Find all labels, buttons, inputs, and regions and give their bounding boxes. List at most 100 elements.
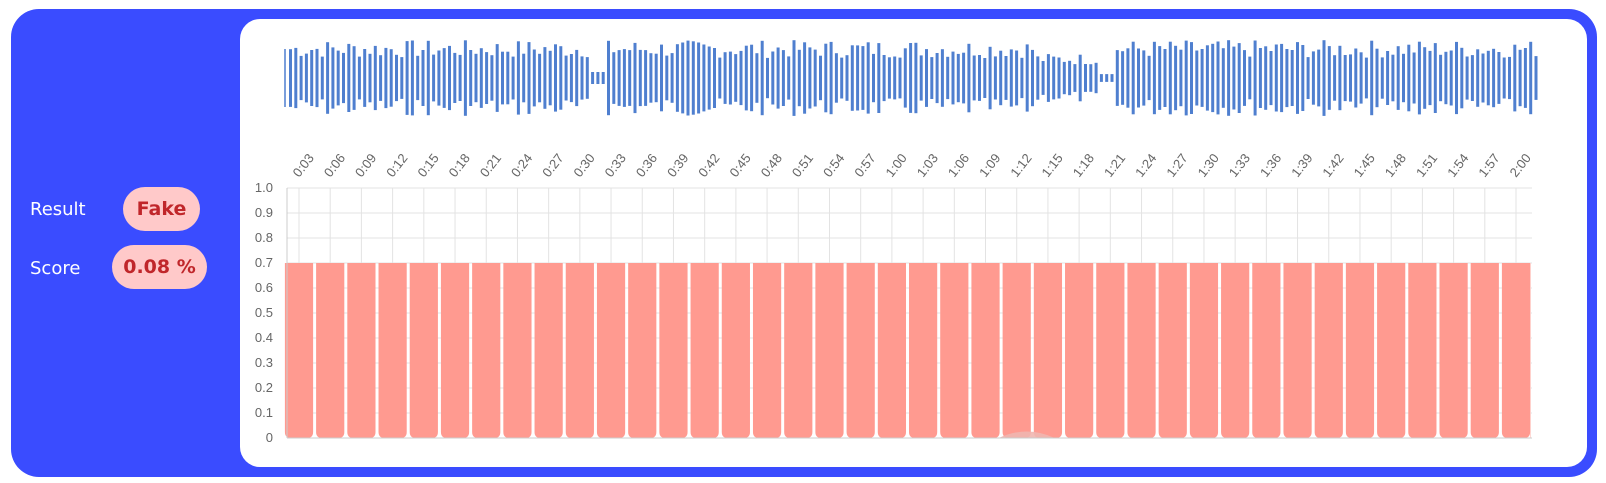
y-tick-label: 0.9 <box>255 205 273 220</box>
waveform-bar <box>649 53 653 103</box>
waveform-bar <box>463 40 467 116</box>
waveform-bar <box>1237 43 1241 113</box>
waveform-bar <box>389 49 393 107</box>
waveform-bar <box>1264 46 1268 110</box>
result-label: Result <box>30 199 86 220</box>
waveform-bar <box>813 49 817 107</box>
waveform-bar <box>978 55 981 101</box>
score-bar <box>1221 263 1250 438</box>
score-bar <box>1314 263 1343 438</box>
waveform-bar <box>320 56 324 100</box>
waveform-bar <box>1439 54 1443 102</box>
waveform-bar <box>1296 42 1299 114</box>
score-bar <box>378 263 407 438</box>
x-tick-label: 1:36 <box>1257 151 1284 180</box>
waveform-bar <box>352 46 356 110</box>
waveform-bar <box>1248 56 1252 100</box>
waveform-bar <box>1380 57 1384 99</box>
waveform-bar <box>925 49 928 107</box>
waveform-bar <box>840 57 844 99</box>
waveform-bar <box>660 44 663 112</box>
waveform-bar <box>967 43 971 113</box>
score-bar <box>440 263 470 438</box>
waveform-bar <box>1258 48 1262 108</box>
x-tick-label: 1:39 <box>1288 151 1315 180</box>
score-bar <box>1408 263 1437 438</box>
waveform-bar <box>951 51 955 105</box>
waveform-bar <box>1444 51 1448 105</box>
waveform-bar <box>1253 40 1257 116</box>
waveform-bar <box>299 55 303 101</box>
waveform-bar <box>1126 48 1130 108</box>
x-tick-label: 0:33 <box>602 151 629 180</box>
x-tick-label: 1:09 <box>976 151 1003 180</box>
x-tick-label: 1:30 <box>1194 151 1221 180</box>
waveform-bar <box>479 48 483 108</box>
waveform-bar <box>410 40 414 116</box>
waveform-bar <box>829 41 833 115</box>
waveform-bar <box>903 48 907 108</box>
score-bar <box>284 263 314 438</box>
waveform-bar <box>1412 52 1416 104</box>
waveform-bar <box>1433 43 1437 113</box>
score-bar <box>503 263 532 438</box>
x-tick-label: 1:33 <box>1226 151 1253 180</box>
score-bar <box>565 263 594 438</box>
waveform-bar <box>310 50 314 106</box>
x-tick-label: 0:18 <box>446 151 473 180</box>
waveform-bar <box>898 57 902 99</box>
score-bar <box>971 263 1000 438</box>
waveform-bar <box>1232 46 1236 110</box>
waveform-bar <box>797 49 801 107</box>
waveform-bar <box>1386 51 1390 105</box>
waveform-bar <box>691 41 695 115</box>
result-sidebar: Result Fake Score 0.08 % <box>11 9 243 477</box>
x-tick-label: 0:45 <box>726 151 753 180</box>
waveform-bar <box>787 56 791 100</box>
waveform-bar <box>909 43 913 113</box>
waveform-bar <box>501 51 504 105</box>
score-timeline-chart: 00.10.20.30.40.50.60.70.80.91.00:03 0:06 0… <box>255 151 1534 445</box>
score-bar <box>1345 263 1375 438</box>
score-bar <box>596 263 626 438</box>
score-bar <box>846 263 875 438</box>
x-tick-label: 1:48 <box>1382 151 1409 180</box>
waveform-bar <box>442 48 446 108</box>
score-label: Score <box>30 258 81 279</box>
waveform-bar <box>1221 48 1225 108</box>
waveform-bar <box>1216 41 1220 115</box>
waveform-bar <box>675 44 679 112</box>
waveform-bar <box>1200 49 1204 107</box>
waveform-bar <box>739 50 743 106</box>
waveform-bar <box>1041 61 1045 95</box>
waveform-bar <box>304 53 308 103</box>
waveform-bar <box>1529 41 1533 115</box>
waveform-bar <box>1470 55 1474 101</box>
score-bar <box>472 263 501 438</box>
waveform-bar <box>432 54 436 102</box>
audio-waveform[interactable] <box>240 19 1587 129</box>
score-bar <box>690 263 719 438</box>
waveform-bar <box>405 41 409 115</box>
waveform-bar <box>776 47 780 109</box>
waveform-bar <box>601 72 605 84</box>
waveform-bar <box>1290 50 1294 106</box>
waveform-bar <box>1052 56 1056 100</box>
waveform-bar <box>1142 50 1146 106</box>
waveform-bar <box>1190 42 1193 114</box>
waveform-bar <box>1402 53 1405 103</box>
waveform-bar <box>495 44 499 112</box>
waveform-bar <box>1301 45 1305 111</box>
score-bar <box>721 263 750 438</box>
y-tick-label: 0.3 <box>255 355 273 370</box>
waveform-bar <box>697 42 701 114</box>
waveform-bar <box>1131 41 1135 115</box>
x-tick-label: 1:57 <box>1475 151 1502 180</box>
waveform-bar <box>983 58 987 98</box>
waveform-bar <box>1327 46 1331 110</box>
waveform-bar <box>437 50 441 106</box>
waveform-bar <box>887 57 891 99</box>
waveform-bar <box>622 49 626 107</box>
waveform-bar <box>1046 54 1050 102</box>
waveform-bar <box>1068 60 1072 96</box>
